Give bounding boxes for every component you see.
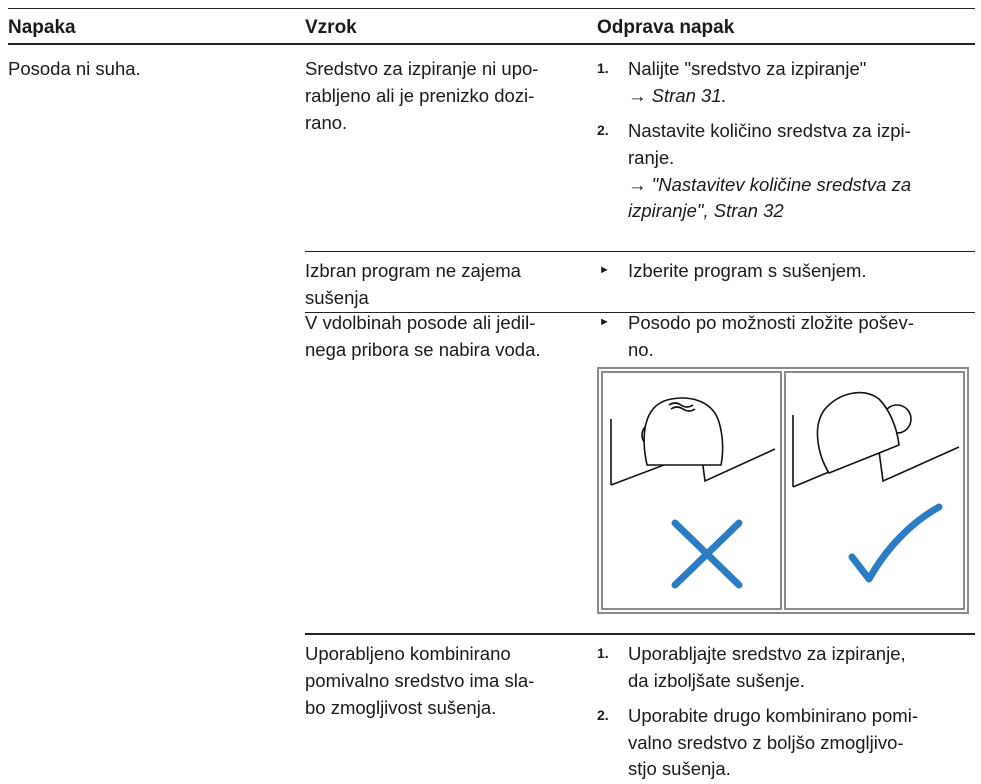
cause: Uporabljeno kombinirano — [305, 643, 511, 664]
cause: V vdolbinah posode ali jedil- — [305, 312, 536, 333]
cause: bo zmogljivost sušenja. — [305, 697, 497, 718]
wrong-cup — [610, 397, 776, 486]
remedy: Nalijte "sredstvo za izpiranje" — [628, 58, 867, 79]
panel — [601, 371, 782, 610]
rule — [305, 633, 975, 635]
remedy: Uporabite drugo kombinirano pomi- — [628, 705, 918, 726]
marker: ► — [599, 264, 610, 276]
marker: 2. — [597, 707, 609, 723]
illustration — [597, 367, 969, 614]
cause: sušenja — [305, 287, 369, 308]
remedy: ranje. — [628, 147, 675, 168]
cause: rabljeno ali je prenizko dozi- — [305, 85, 535, 106]
frame — [597, 367, 969, 614]
remedy: da izboljšate sušenje. — [628, 670, 805, 691]
marker: 1. — [597, 60, 609, 76]
rule — [8, 8, 975, 9]
remedy: stjo sušenja. — [628, 758, 731, 779]
panel — [784, 371, 965, 610]
marker: 2. — [597, 122, 609, 138]
cross-icon — [671, 519, 743, 589]
remedy: Nastavite količino sredstva za izpi- — [628, 120, 911, 141]
marker: ► — [599, 316, 610, 328]
rule — [305, 312, 975, 313]
check-icon — [848, 503, 943, 583]
remedy: Izberite program s sušenjem. — [628, 260, 867, 281]
fault: Posoda ni suha. — [8, 58, 141, 79]
header: Odprava napak — [597, 17, 735, 38]
remedy: no. — [628, 339, 654, 360]
remedy: Uporabljajte sredstvo za izpiranje, — [628, 643, 906, 664]
cause: pomivalno sredstvo ima sla- — [305, 670, 535, 691]
right-cup — [792, 391, 960, 488]
reference: → "Nastavitev količine sredstva za — [628, 174, 912, 195]
reference: → Stran 31. — [628, 85, 727, 106]
rule — [305, 251, 975, 252]
cause: nega pribora se nabira voda. — [305, 339, 541, 360]
reference: izpiranje", Stran 32 — [628, 200, 784, 221]
cause: Izbran program ne zajema — [305, 260, 521, 281]
remedy: Posodo po možnosti zložite pošev- — [628, 312, 914, 333]
cause: Sredstvo za izpiranje ni upo- — [305, 58, 539, 79]
header: Vzrok — [305, 17, 357, 38]
rule — [8, 43, 975, 45]
header: Napaka — [8, 17, 76, 38]
remedy: valno sredstvo z boljšo zmogljivo- — [628, 732, 904, 753]
cause: rano. — [305, 112, 348, 133]
marker: 1. — [597, 645, 609, 661]
